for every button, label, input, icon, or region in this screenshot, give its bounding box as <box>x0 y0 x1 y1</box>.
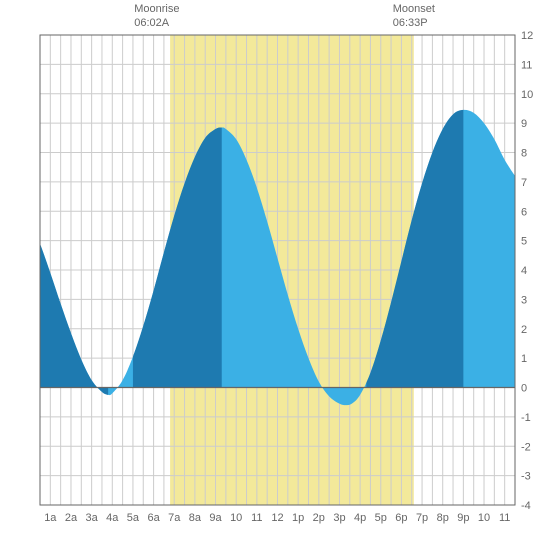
svg-text:4: 4 <box>521 265 527 277</box>
svg-text:8p: 8p <box>437 512 449 524</box>
svg-text:5a: 5a <box>127 512 140 524</box>
moonset-label: Moonset <box>393 2 435 16</box>
moonrise-annotation: Moonrise 06:02A <box>134 2 179 31</box>
svg-text:3a: 3a <box>86 512 99 524</box>
svg-text:-2: -2 <box>521 441 531 453</box>
svg-text:7a: 7a <box>168 512 181 524</box>
svg-text:12: 12 <box>271 512 283 524</box>
svg-text:3: 3 <box>521 294 527 306</box>
svg-text:8: 8 <box>521 148 527 160</box>
tide-chart: Moonrise 06:02A Moonset 06:33P 1a2a3a4a5… <box>0 0 550 550</box>
svg-text:6: 6 <box>521 206 527 218</box>
chart-svg: 1a2a3a4a5a6a7a8a9a1011121p2p3p4p5p6p7p8p… <box>0 0 550 550</box>
moonrise-time: 06:02A <box>134 16 179 30</box>
svg-text:-1: -1 <box>521 412 531 424</box>
svg-text:-4: -4 <box>521 500 531 512</box>
svg-text:7p: 7p <box>416 512 428 524</box>
moonrise-label: Moonrise <box>134 2 179 16</box>
svg-text:11: 11 <box>499 512 510 524</box>
svg-text:1a: 1a <box>44 512 57 524</box>
svg-text:7: 7 <box>521 177 527 189</box>
svg-text:6a: 6a <box>147 512 160 524</box>
moonset-annotation: Moonset 06:33P <box>393 2 435 31</box>
svg-text:1: 1 <box>521 353 527 365</box>
svg-text:11: 11 <box>251 512 262 524</box>
svg-text:8a: 8a <box>189 512 202 524</box>
svg-text:-3: -3 <box>521 471 531 483</box>
svg-text:10: 10 <box>521 89 533 101</box>
svg-text:10: 10 <box>230 512 242 524</box>
svg-text:9: 9 <box>521 118 527 130</box>
svg-text:10: 10 <box>478 512 490 524</box>
svg-text:2a: 2a <box>65 512 78 524</box>
svg-text:4a: 4a <box>106 512 119 524</box>
svg-text:9p: 9p <box>457 512 469 524</box>
svg-text:1p: 1p <box>292 512 304 524</box>
svg-text:6p: 6p <box>395 512 407 524</box>
svg-text:4p: 4p <box>354 512 366 524</box>
svg-text:2: 2 <box>521 324 527 336</box>
svg-text:5p: 5p <box>375 512 387 524</box>
svg-text:3p: 3p <box>333 512 345 524</box>
svg-text:2p: 2p <box>313 512 325 524</box>
moonset-time: 06:33P <box>393 16 435 30</box>
svg-text:9a: 9a <box>209 512 222 524</box>
svg-text:11: 11 <box>521 59 532 71</box>
svg-text:0: 0 <box>521 383 527 395</box>
svg-text:5: 5 <box>521 236 527 248</box>
svg-text:12: 12 <box>521 30 533 42</box>
